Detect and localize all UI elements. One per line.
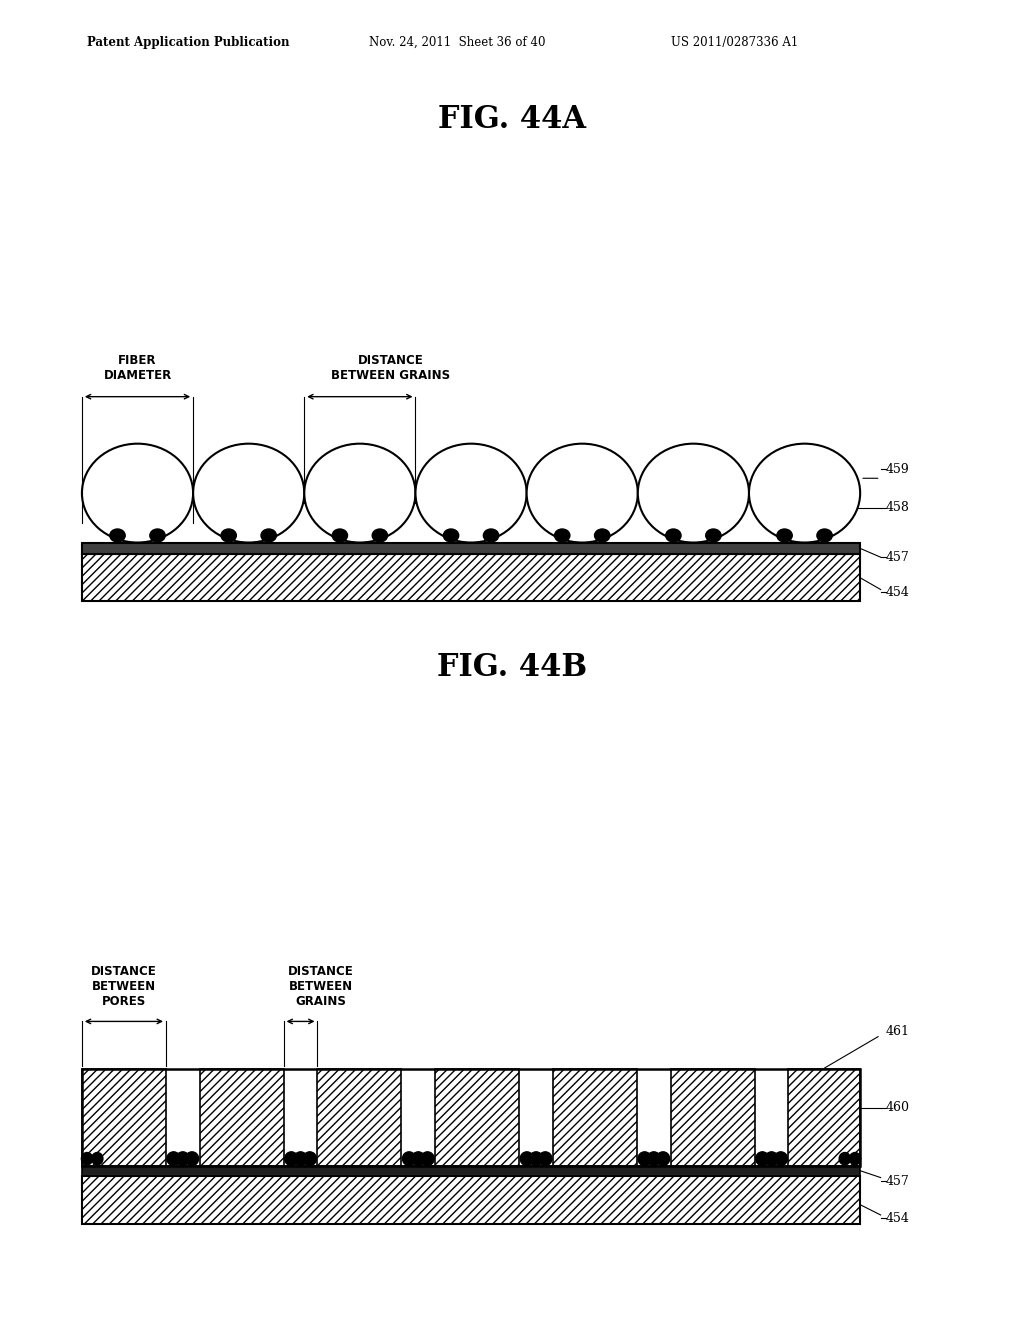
Ellipse shape [412,1152,425,1166]
Ellipse shape [706,529,721,543]
Text: Nov. 24, 2011  Sheet 36 of 40: Nov. 24, 2011 Sheet 36 of 40 [369,36,545,49]
Text: 454: 454 [886,586,909,599]
Ellipse shape [372,529,387,543]
Ellipse shape [756,1152,769,1166]
Ellipse shape [483,529,499,543]
Ellipse shape [765,1152,778,1166]
Ellipse shape [185,1152,199,1166]
Ellipse shape [638,1152,651,1166]
Text: US 2011/0287336 A1: US 2011/0287336 A1 [671,36,798,49]
Ellipse shape [285,1152,298,1166]
Ellipse shape [520,1152,534,1166]
Bar [82,1069,860,1166]
Ellipse shape [261,529,276,543]
Ellipse shape [416,444,526,543]
Ellipse shape [82,1152,93,1164]
Ellipse shape [526,444,638,543]
Ellipse shape [167,1152,180,1166]
Ellipse shape [303,1152,316,1166]
Ellipse shape [647,1152,660,1166]
Ellipse shape [194,444,304,543]
Text: FIG. 44B: FIG. 44B [437,652,587,684]
Ellipse shape [402,1152,416,1166]
Ellipse shape [421,1152,434,1166]
Ellipse shape [595,529,610,543]
Ellipse shape [332,529,347,543]
Bar [317,1069,401,1166]
Ellipse shape [443,529,459,543]
Bar [82,554,860,602]
Bar [200,1069,284,1166]
Ellipse shape [294,1152,307,1166]
Bar [671,1069,755,1166]
Ellipse shape [555,529,570,543]
Ellipse shape [82,444,194,543]
Text: DISTANCE
BETWEEN GRAINS: DISTANCE BETWEEN GRAINS [331,354,451,381]
Ellipse shape [539,1152,552,1166]
Bar [788,1069,860,1166]
Text: DISTANCE
BETWEEN
GRAINS: DISTANCE BETWEEN GRAINS [288,965,354,1007]
Text: 457: 457 [886,1175,909,1188]
Bar [82,1069,166,1166]
Text: DISTANCE
BETWEEN
PORES: DISTANCE BETWEEN PORES [91,965,157,1007]
Ellipse shape [176,1152,189,1166]
Ellipse shape [777,529,793,543]
Text: 457: 457 [886,550,909,564]
Text: 458: 458 [886,502,909,515]
Text: FIBER
DIAMETER: FIBER DIAMETER [103,354,172,381]
Ellipse shape [221,529,237,543]
Ellipse shape [840,1152,850,1164]
Ellipse shape [638,444,749,543]
Ellipse shape [110,529,125,543]
Text: FIG. 44A: FIG. 44A [438,104,586,135]
Ellipse shape [92,1152,102,1164]
Text: 454: 454 [886,1212,909,1225]
Text: 459: 459 [886,463,909,477]
Ellipse shape [529,1152,543,1166]
Text: 461: 461 [886,1026,909,1039]
Ellipse shape [774,1152,787,1166]
Ellipse shape [749,444,860,543]
Bar [435,1069,519,1166]
Bar [82,1166,860,1176]
Bar [82,543,860,554]
Ellipse shape [666,529,681,543]
Ellipse shape [656,1152,670,1166]
Bar [82,1176,860,1224]
Ellipse shape [150,529,165,543]
Bar [553,1069,637,1166]
Text: Patent Application Publication: Patent Application Publication [87,36,290,49]
Ellipse shape [304,444,416,543]
Ellipse shape [849,1152,860,1164]
Ellipse shape [817,529,833,543]
Text: 460: 460 [886,1101,909,1114]
